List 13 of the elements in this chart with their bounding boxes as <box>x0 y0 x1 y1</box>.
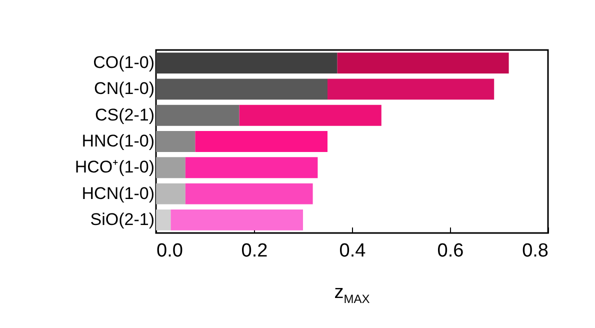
y-tick-label: HCN(1-0) <box>82 184 154 203</box>
y-tick-label: HNC(1-0) <box>82 132 154 150</box>
x-tick-label: 0.0 <box>156 240 183 262</box>
y-tick-label: CO(1-0) <box>93 53 154 72</box>
y-tick-label: CN(1-0) <box>94 79 154 98</box>
y-tick-label: HCO⁺(1-0) <box>74 158 154 177</box>
y-tick-label: SiO(2-1) <box>90 210 154 229</box>
x-tick-label: 0.6 <box>437 240 464 262</box>
y-tick-label: CS(2-1) <box>94 105 154 124</box>
x-tick-label: 0.2 <box>241 240 268 262</box>
x-tick-label: 0.8 <box>522 240 548 262</box>
x-axis-title: z$_{MAX}$ <box>333 282 371 306</box>
x-tick-label: 0.4 <box>339 240 366 262</box>
